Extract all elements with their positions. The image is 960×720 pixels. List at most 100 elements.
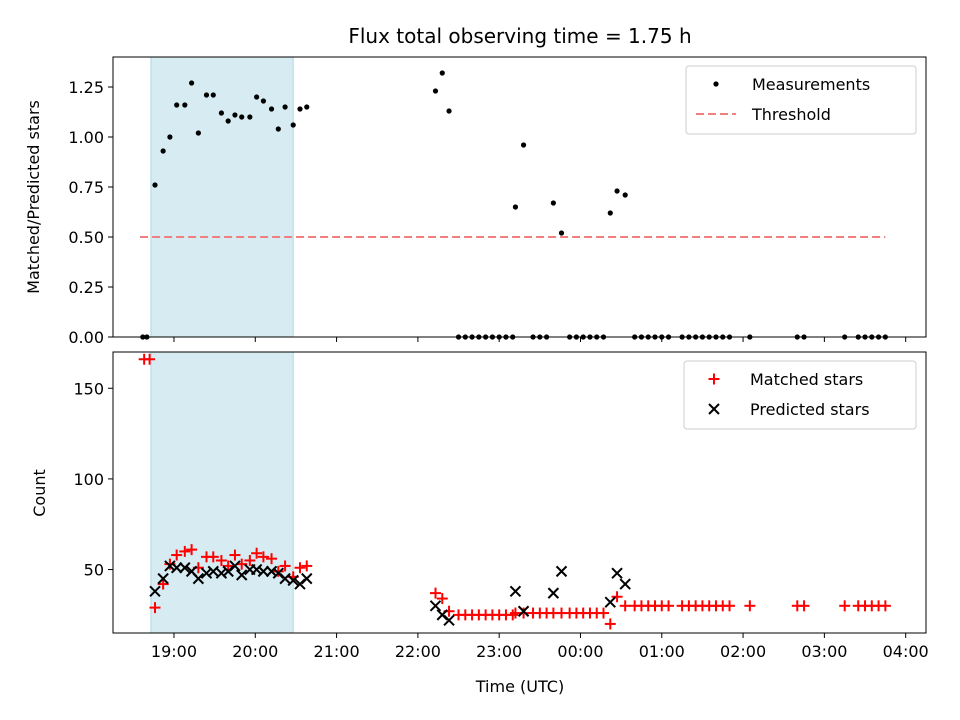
predicted-star-point <box>200 567 213 579</box>
legend-measurement-swatch <box>713 81 719 87</box>
top-y-axis-label: Matched/Predicted stars <box>24 100 43 294</box>
y-tick-label: 150 <box>73 379 104 398</box>
measurement-point <box>512 204 519 210</box>
matched-star-point <box>429 587 441 599</box>
measurement-point <box>167 134 173 140</box>
axes-frame <box>112 351 927 634</box>
legend-label: Predicted stars <box>750 400 870 419</box>
matched-star-point <box>144 353 156 365</box>
x-tick-label: 20:00 <box>232 642 278 661</box>
measurement-point <box>520 142 527 148</box>
legend-label: Matched stars <box>750 370 863 389</box>
legend: Measurements Threshold <box>685 65 917 135</box>
matched-star-point <box>207 551 219 563</box>
y-tick-label: 100 <box>73 470 104 489</box>
matched-star-point <box>744 600 756 612</box>
predicted-star-point <box>250 563 263 576</box>
measurement-point <box>152 182 158 188</box>
matched-star-point <box>294 562 306 574</box>
matched-star-point <box>839 600 851 612</box>
legend-predicted-swatch <box>708 403 720 415</box>
matched-star-point <box>244 554 256 566</box>
legend: Matched stars Predicted stars <box>683 360 917 430</box>
predicted-star-point <box>287 574 299 587</box>
measurement-point <box>188 80 195 86</box>
measurement-point <box>218 110 224 116</box>
matched-star-point <box>301 560 313 572</box>
matched-star-point <box>157 578 169 590</box>
matched-star-point <box>724 600 736 612</box>
measurement-point <box>203 92 210 98</box>
matched-star-point <box>222 560 234 572</box>
predicted-star-point <box>555 565 568 578</box>
matched-star-point <box>611 591 623 603</box>
measurement-point <box>160 148 166 154</box>
matched-star-point <box>257 551 269 563</box>
matched-star-point <box>518 607 530 619</box>
measurement-point <box>174 102 180 108</box>
highlight-span <box>150 56 294 338</box>
matched-star-point <box>266 553 278 565</box>
matched-star-point <box>879 600 891 612</box>
y-tick-label: 0.00 <box>68 328 104 347</box>
x-tick-label: 03:00 <box>801 642 847 661</box>
predicted-star-point <box>265 565 278 578</box>
y-tick-label: 0.75 <box>68 178 104 197</box>
matched-star-point <box>598 607 610 619</box>
matched-star-point <box>663 600 675 612</box>
matched-star-point <box>619 600 631 612</box>
predicted-star-point <box>443 614 455 627</box>
axes-frame <box>112 56 927 338</box>
predicted-star-point <box>179 562 191 574</box>
legend-box <box>685 65 917 135</box>
x-tick-label: 23:00 <box>476 642 522 661</box>
matched-star-point <box>171 549 183 561</box>
measurement-point <box>439 70 445 76</box>
measurement-point <box>232 112 238 118</box>
y-tick-label: 50 <box>84 561 104 580</box>
measurement-point <box>225 118 231 124</box>
chart-title: Flux total observing time = 1.75 h <box>348 24 691 48</box>
measurement-point <box>260 98 267 104</box>
measurement-point <box>614 188 620 194</box>
x-axis-label: Time (UTC) <box>475 677 564 696</box>
measurement-point <box>282 104 288 110</box>
measurement-point <box>182 102 188 108</box>
measurement-point <box>550 200 556 206</box>
measurement-point <box>247 114 253 120</box>
predicted-star-point <box>170 562 183 574</box>
x-tick-label: 19:00 <box>151 642 197 661</box>
predicted-star-point <box>236 569 248 581</box>
predicted-star-point <box>215 567 228 579</box>
legend-label: Measurements <box>752 75 870 94</box>
x-tick-label: 21:00 <box>314 642 360 661</box>
y-tick-label: 1.00 <box>68 128 104 147</box>
matched-star-point <box>149 602 161 614</box>
measurement-point <box>275 126 281 132</box>
top-panel: Matched/Predicted stars 0.00 0.25 0.50 0.75… <box>24 56 927 347</box>
measurement-point <box>304 104 310 110</box>
predicted-star-point <box>157 572 169 585</box>
highlight-span <box>150 351 294 634</box>
matched-star-point <box>229 549 241 561</box>
legend-box <box>683 360 917 430</box>
matched-star-point <box>604 618 616 630</box>
predicted-star-point <box>301 572 313 585</box>
y-tick-label: 1.25 <box>68 78 104 97</box>
predicted-star-point <box>611 567 623 579</box>
predicted-star-point <box>257 565 270 578</box>
predicted-star-point <box>619 578 631 590</box>
measurement-point <box>195 130 201 136</box>
predicted-star-point <box>149 585 161 598</box>
matched-star-point <box>798 600 810 612</box>
predicted-star-point <box>429 600 442 612</box>
x-tick-label: 22:00 <box>395 642 441 661</box>
x-tick-label: 01:00 <box>639 642 685 661</box>
x-tick-label: 04:00 <box>883 642 929 661</box>
measurement-point <box>290 122 296 128</box>
measurement-point <box>210 92 216 98</box>
x-tick-label: 00:00 <box>557 642 603 661</box>
matched-star-point <box>251 547 263 559</box>
predicted-star-point <box>517 605 530 617</box>
